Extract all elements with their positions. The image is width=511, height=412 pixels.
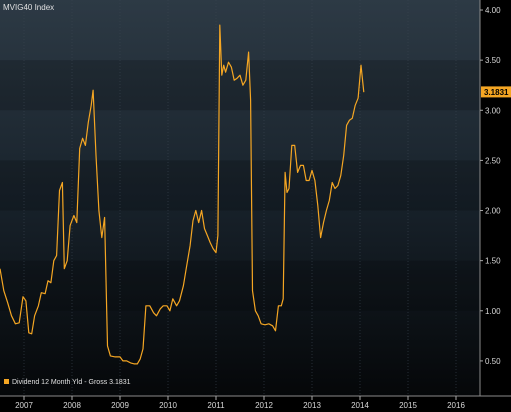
y-tick-label: 0.50: [485, 357, 501, 366]
y-tick-label: 3.50: [485, 56, 501, 65]
x-gridlines: [23, 0, 457, 396]
x-tick-label: 2007: [15, 401, 33, 410]
legend-swatch: [4, 379, 9, 384]
x-tick-label: 2014: [351, 401, 369, 410]
y-tick-label: 2.50: [485, 156, 501, 165]
x-tick-label: 2015: [399, 401, 417, 410]
x-tick-label: 2016: [447, 401, 465, 410]
y-axis-strip: [480, 0, 511, 412]
plot-background: [0, 0, 480, 396]
y-tick-label: 2.00: [485, 207, 501, 216]
chart-title: MVIG40 Index: [3, 3, 54, 12]
grid-band: [0, 60, 480, 111]
x-axis-ticks: 2007 2008 2009 2010 2011 2012 2013 2014 2015 2016: [15, 396, 465, 410]
x-tick-label: 2013: [303, 401, 321, 410]
gridline-bands: [0, 60, 480, 311]
y-tick-label: 4.00: [485, 6, 501, 15]
x-tick-label: 2012: [255, 401, 273, 410]
x-tick-label: 2008: [63, 401, 81, 410]
x-tick-label: 2009: [111, 401, 129, 410]
series-line-dividend-yield: [0, 24, 365, 365]
grid-band: [0, 160, 480, 211]
y-tick-label: 1.00: [485, 307, 501, 316]
last-value-label: 3.1831: [484, 88, 509, 97]
legend-label: Dividend 12 Month Yld - Gross 3.1831: [12, 379, 131, 386]
last-value-badge: [481, 86, 511, 98]
last-value-tag: 3.1831: [481, 86, 511, 98]
y-tick-label: 3.00: [485, 106, 501, 115]
y-tick-label: 1.50: [485, 257, 501, 266]
x-axis-strip: [0, 396, 511, 412]
y-axis-ticks: 0.50 1.00 1.50 2.00 2.50 3.00 3.50 4.00: [480, 6, 501, 366]
x-tick-label: 2010: [159, 401, 177, 410]
x-tick-label: 2011: [207, 401, 225, 410]
grid-band: [0, 260, 480, 311]
legend: Dividend 12 Month Yld - Gross 3.1831: [4, 379, 131, 386]
